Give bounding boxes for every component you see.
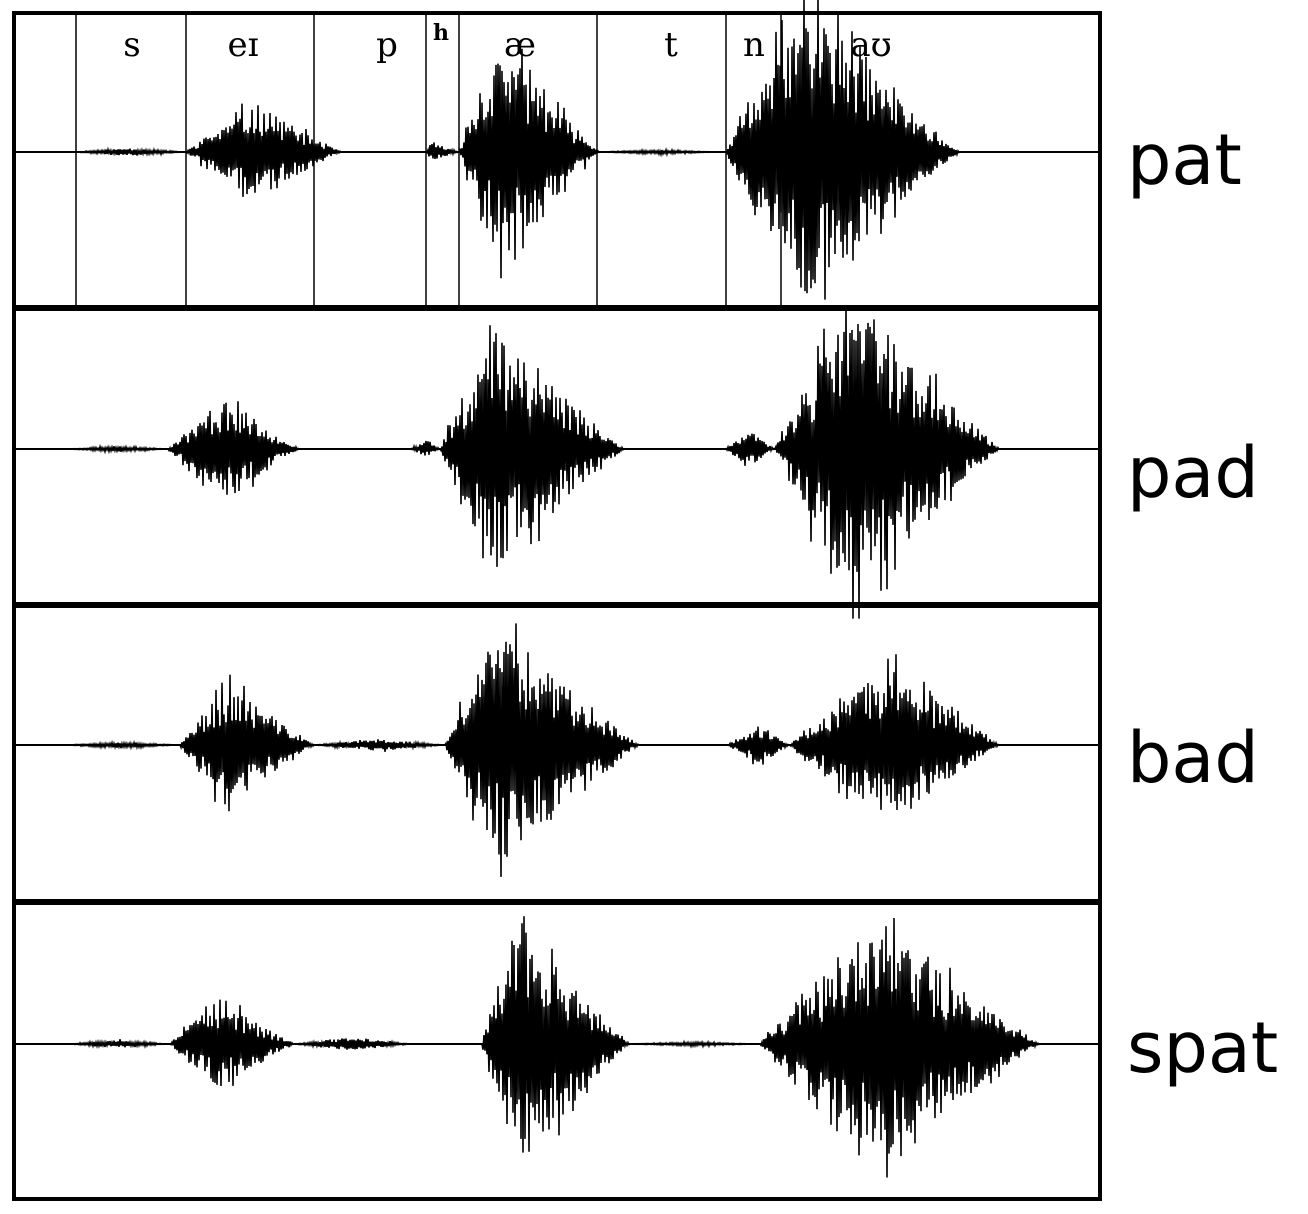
segment-label-ae: æ: [504, 25, 536, 65]
segment-label-t: t: [664, 25, 678, 65]
waveform-panel-spat: [12, 901, 1102, 1201]
waveform-trace: [14, 307, 1100, 619]
segment-label-p: p: [376, 25, 398, 65]
waveform-panel-pat: s eɪ p h æ t n aʊ: [12, 0, 1102, 309]
waveform-panel-bad: [12, 604, 1102, 903]
waveform-trace: [14, 0, 1100, 300]
waveform-panel-pad: [12, 307, 1102, 619]
word-label-pat: pat: [1127, 119, 1242, 201]
waveform-trace: [14, 916, 1100, 1178]
segment-label-h: h: [433, 20, 449, 46]
waveform-trace: [14, 623, 1100, 877]
word-label-bad: bad: [1127, 717, 1259, 799]
word-label-pad: pad: [1127, 432, 1259, 514]
word-label-spat: spat: [1127, 1007, 1278, 1089]
segment-label-s: s: [123, 25, 140, 65]
segment-labels: s eɪ p h æ t n aʊ: [123, 20, 891, 65]
segment-label-n: n: [743, 25, 765, 65]
segment-label-ei: eɪ: [228, 25, 259, 65]
segment-label-au: aʊ: [850, 25, 891, 65]
panel-frame: [12, 901, 1102, 1201]
